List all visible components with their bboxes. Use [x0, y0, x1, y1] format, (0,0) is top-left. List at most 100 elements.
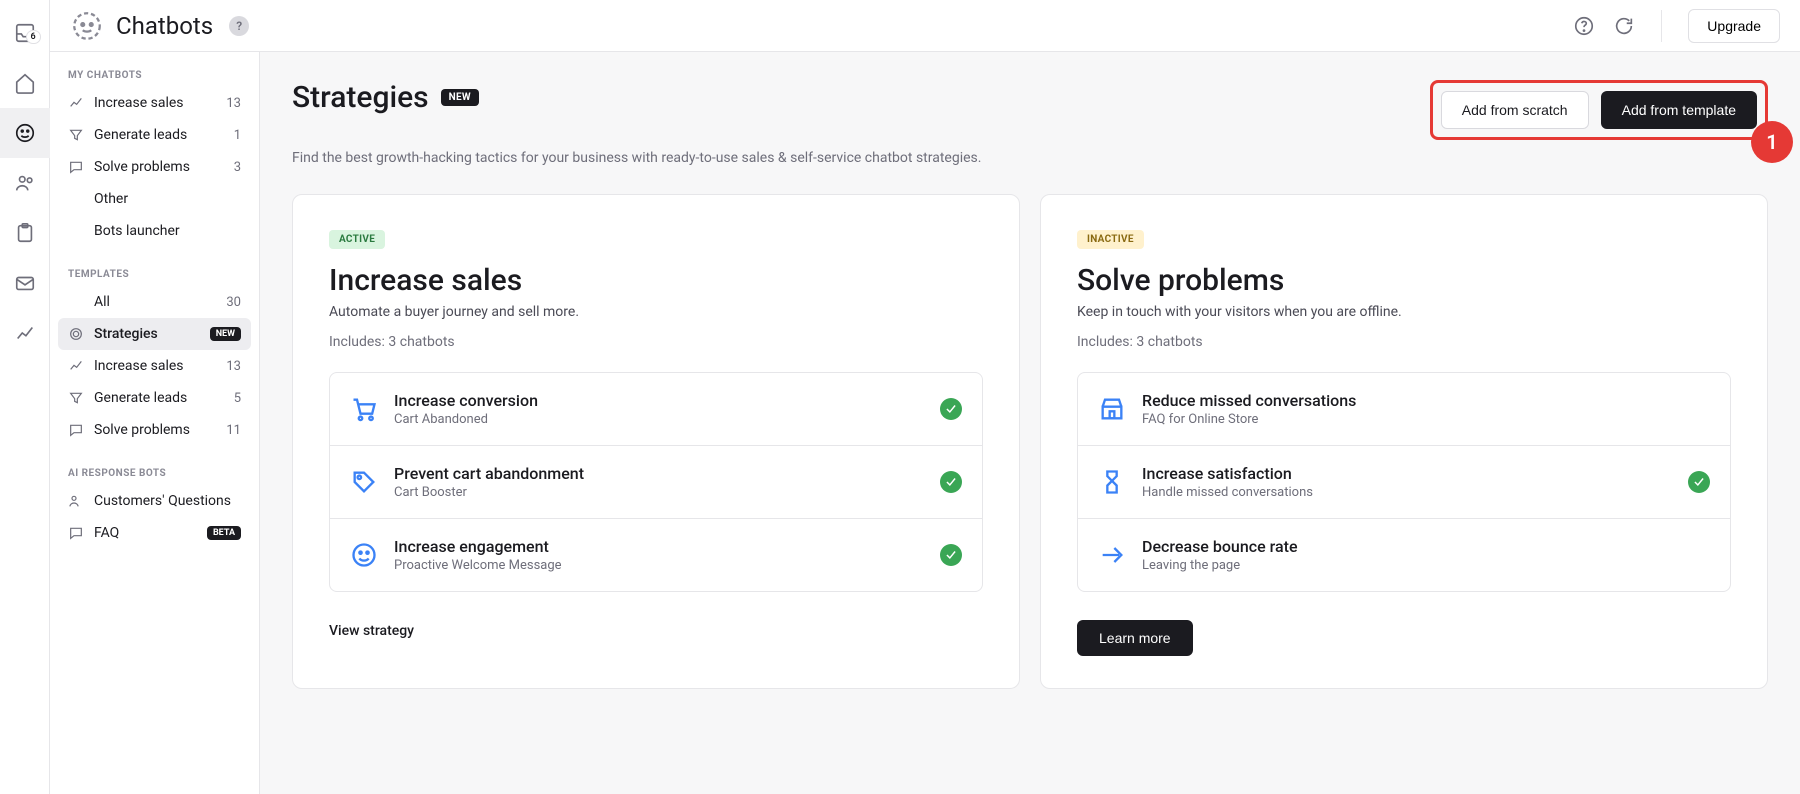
chatbot-logo-icon [70, 9, 104, 43]
sidebar-item-label: Solve problems [94, 159, 224, 175]
check-icon [940, 544, 962, 566]
callout-number-badge: 1 [1751, 121, 1793, 163]
rail-mail-icon[interactable] [0, 258, 50, 308]
sidebar-item-count: 30 [226, 295, 241, 310]
sidebar-item-label: Increase sales [94, 358, 216, 374]
header: Chatbots ? Upgrade [50, 0, 1800, 52]
feature-row[interactable]: Prevent cart abandonment Cart Booster [330, 446, 982, 519]
card-title: Solve problems [1077, 263, 1731, 298]
strategy-card-increase-sales: ACTIVE Increase sales Automate a buyer j… [292, 194, 1020, 689]
feature-row[interactable]: Increase conversion Cart Abandoned [330, 373, 982, 446]
feature-title: Reduce missed conversations [1142, 391, 1710, 410]
feature-list: Increase conversion Cart Abandoned Preve… [329, 372, 983, 592]
sidebar-item-label: Customers' Questions [94, 493, 241, 509]
card-subtitle: Automate a buyer journey and sell more. [329, 304, 983, 320]
people-icon [68, 493, 84, 509]
sidebar-item-label: Solve problems [94, 422, 216, 438]
card-title: Increase sales [329, 263, 983, 298]
sidebar-item-faq[interactable]: FAQ BETA [58, 517, 251, 549]
upgrade-button[interactable]: Upgrade [1688, 9, 1780, 43]
status-badge: ACTIVE [329, 230, 385, 249]
section-title-ai-bots: AI RESPONSE BOTS [58, 468, 251, 485]
sidebar-item-label: Bots launcher [94, 223, 241, 239]
separator [1661, 10, 1662, 42]
check-icon [940, 471, 962, 493]
rail-analytics-icon[interactable] [0, 308, 50, 358]
add-from-template-button[interactable]: Add from template [1601, 91, 1757, 129]
header-title: Chatbots [116, 12, 213, 40]
sidebar-item-label: Other [94, 191, 241, 207]
sidebar-item-label: All [94, 294, 216, 310]
sidebar-item-tpl-increase-sales[interactable]: Increase sales 13 [58, 350, 251, 382]
help-circle-icon[interactable] [1573, 15, 1595, 37]
sidebar-item-count: 5 [234, 391, 241, 406]
rail-bot-icon[interactable] [0, 108, 50, 158]
sidebar-item-customers-questions[interactable]: Customers' Questions [58, 485, 251, 517]
rail-badge: 6 [26, 30, 41, 44]
rail-inbox-icon[interactable]: 6 [0, 8, 50, 58]
sidebar-item-count: 13 [226, 96, 241, 111]
feature-sub: Leaving the page [1142, 558, 1710, 573]
section-title-templates: TEMPLATES [58, 269, 251, 286]
feature-title: Decrease bounce rate [1142, 537, 1710, 556]
sidebar-item-bots-launcher[interactable]: Bots launcher [58, 215, 251, 247]
sidebar-item-other[interactable]: Other [58, 183, 251, 215]
target-icon [68, 326, 84, 342]
learn-more-button[interactable]: Learn more [1077, 620, 1193, 656]
sidebar-item-increase-sales[interactable]: Increase sales 13 [58, 87, 251, 119]
refresh-icon[interactable] [1613, 15, 1635, 37]
funnel-icon [68, 127, 84, 143]
view-strategy-link[interactable]: View strategy [329, 623, 414, 639]
sidebar-item-solve-problems[interactable]: Solve problems 3 [58, 151, 251, 183]
sidebar: MY CHATBOTS Increase sales 13 Generate l… [50, 52, 260, 794]
rail-clipboard-icon[interactable] [0, 208, 50, 258]
new-badge: NEW [210, 327, 241, 341]
trend-icon [68, 95, 84, 111]
arrow-icon [1098, 541, 1126, 569]
sidebar-item-tpl-solve-problems[interactable]: Solve problems 11 [58, 414, 251, 446]
card-subtitle: Keep in touch with your visitors when yo… [1077, 304, 1731, 320]
sidebar-item-count: 13 [226, 359, 241, 374]
feature-row[interactable]: Decrease bounce rate Leaving the page [1078, 519, 1730, 591]
chat-icon [68, 422, 84, 438]
strategy-card-solve-problems: INACTIVE Solve problems Keep in touch wi… [1040, 194, 1768, 689]
sidebar-item-tpl-generate-leads[interactable]: Generate leads 5 [58, 382, 251, 414]
rail-contacts-icon[interactable] [0, 158, 50, 208]
hourglass-icon [1098, 468, 1126, 496]
feature-row[interactable]: Reduce missed conversations FAQ for Onli… [1078, 373, 1730, 446]
sidebar-item-label: Increase sales [94, 95, 216, 111]
sidebar-item-all[interactable]: All 30 [58, 286, 251, 318]
feature-row[interactable]: Increase satisfaction Handle missed conv… [1078, 446, 1730, 519]
tag-icon [350, 468, 378, 496]
sidebar-item-generate-leads[interactable]: Generate leads 1 [58, 119, 251, 151]
rail-home-icon[interactable] [0, 58, 50, 108]
sidebar-item-count: 3 [234, 160, 241, 175]
check-icon [1688, 471, 1710, 493]
feature-sub: Cart Abandoned [394, 412, 924, 427]
status-badge: INACTIVE [1077, 230, 1144, 249]
beta-badge: BETA [207, 526, 241, 540]
feature-sub: Proactive Welcome Message [394, 558, 924, 573]
add-buttons-highlight: Add from scratch Add from template 1 [1430, 80, 1768, 140]
add-from-scratch-button[interactable]: Add from scratch [1441, 91, 1589, 129]
feature-title: Increase satisfaction [1142, 464, 1672, 483]
check-icon [940, 398, 962, 420]
page-subtitle: Find the best growth-hacking tactics for… [292, 150, 1768, 166]
cart-icon [350, 395, 378, 423]
sidebar-item-count: 1 [234, 128, 241, 143]
nav-rail: 6 [0, 0, 50, 794]
page-title: Strategies [292, 80, 429, 115]
chat-icon [68, 525, 84, 541]
sidebar-item-label: Generate leads [94, 127, 224, 143]
sidebar-item-label: FAQ [94, 525, 197, 541]
feature-title: Prevent cart abandonment [394, 464, 924, 483]
feature-sub: Handle missed conversations [1142, 485, 1672, 500]
funnel-icon [68, 390, 84, 406]
sidebar-item-label: Strategies [94, 326, 200, 342]
feature-row[interactable]: Increase engagement Proactive Welcome Me… [330, 519, 982, 591]
feature-title: Increase conversion [394, 391, 924, 410]
card-meta: Includes: 3 chatbots [329, 334, 983, 350]
feature-list: Reduce missed conversations FAQ for Onli… [1077, 372, 1731, 592]
sidebar-item-strategies[interactable]: Strategies NEW [58, 318, 251, 350]
help-icon[interactable]: ? [229, 16, 249, 36]
